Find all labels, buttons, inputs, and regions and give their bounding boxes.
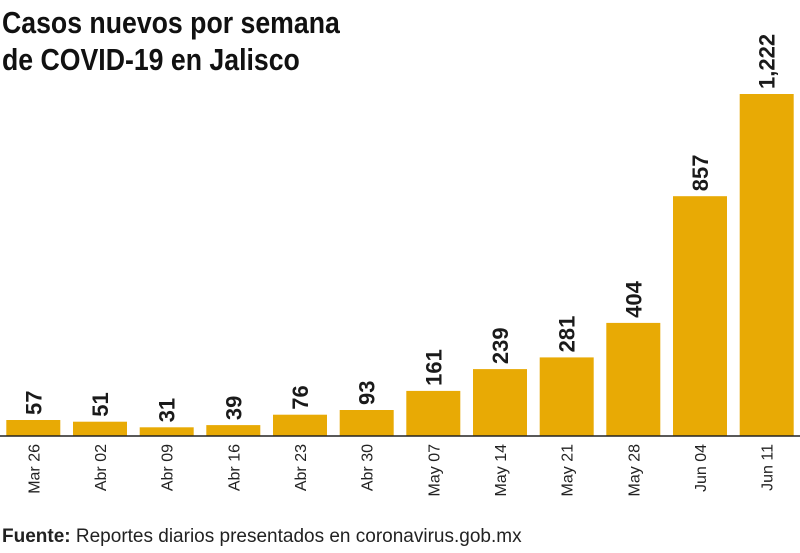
- value-label-3: 39: [221, 396, 246, 420]
- value-label-10: 857: [688, 154, 713, 191]
- value-labels-group: 57 51 31 39 76 93 161 239 281 404 857 1,222: [21, 34, 779, 422]
- bar-7: [473, 369, 527, 436]
- x-tick-label-3: Abr 16: [226, 444, 243, 491]
- value-label-7: 239: [488, 327, 513, 364]
- x-tick-label-5: Abr 30: [360, 444, 377, 491]
- x-tick-label-4: Abr 23: [293, 444, 310, 491]
- bar-6: [406, 390, 461, 436]
- x-tick-label-9: May 28: [626, 444, 643, 497]
- value-label-4: 76: [288, 385, 313, 409]
- source-note: Fuente: Reportes diarios presentados en …: [2, 526, 522, 548]
- chart-title-line-2: de COVID-19 en Jalisco: [2, 42, 300, 77]
- x-tick-label-11: Jun 11: [760, 444, 777, 491]
- x-tick-label-6: May 07: [426, 444, 443, 497]
- x-tick-label-7: May 14: [493, 444, 510, 497]
- value-label-1: 51: [88, 392, 113, 416]
- chart-title-line-1: Casos nuevos por semana: [2, 5, 340, 40]
- x-tick-label-1: Abr 02: [93, 444, 110, 491]
- x-tick-label-0: Mar 26: [26, 444, 43, 494]
- value-label-8: 281: [555, 316, 580, 353]
- x-tick-label-10: Jun 04: [693, 444, 710, 492]
- bar-1: [73, 421, 127, 436]
- bar-11: [739, 94, 794, 436]
- value-label-0: 57: [21, 391, 46, 415]
- bar-5: [339, 410, 394, 436]
- source-text: Reportes diarios presentados en coronavi…: [75, 526, 522, 547]
- bar-3: [206, 425, 261, 436]
- bar-8: [539, 357, 594, 436]
- bar-2: [139, 427, 194, 436]
- value-label-11: 1,222: [755, 34, 780, 89]
- x-tick-label-8: May 21: [560, 444, 577, 497]
- bar-9: [606, 322, 661, 436]
- bars-group: [6, 94, 794, 436]
- value-label-9: 404: [621, 280, 646, 317]
- bar-10: [673, 196, 727, 436]
- chart-title: Casos nuevos por semana de COVID-19 en J…: [2, 4, 340, 78]
- source-label: Fuente:: [2, 526, 71, 547]
- bar-4: [273, 414, 327, 436]
- x-tick-label-2: Abr 09: [160, 444, 177, 491]
- value-label-6: 161: [421, 349, 446, 386]
- x-tick-labels-group: Mar 26 Abr 02 Abr 09 Abr 16 Abr 23 Abr 30 May …: [26, 444, 776, 497]
- bar-0: [6, 420, 61, 436]
- value-label-5: 93: [355, 381, 380, 405]
- value-label-2: 31: [155, 398, 180, 422]
- bar-chart: 57 51 31 39 76 93 161 239 281 404 857 1,222 Mar 26 A…: [0, 34, 800, 497]
